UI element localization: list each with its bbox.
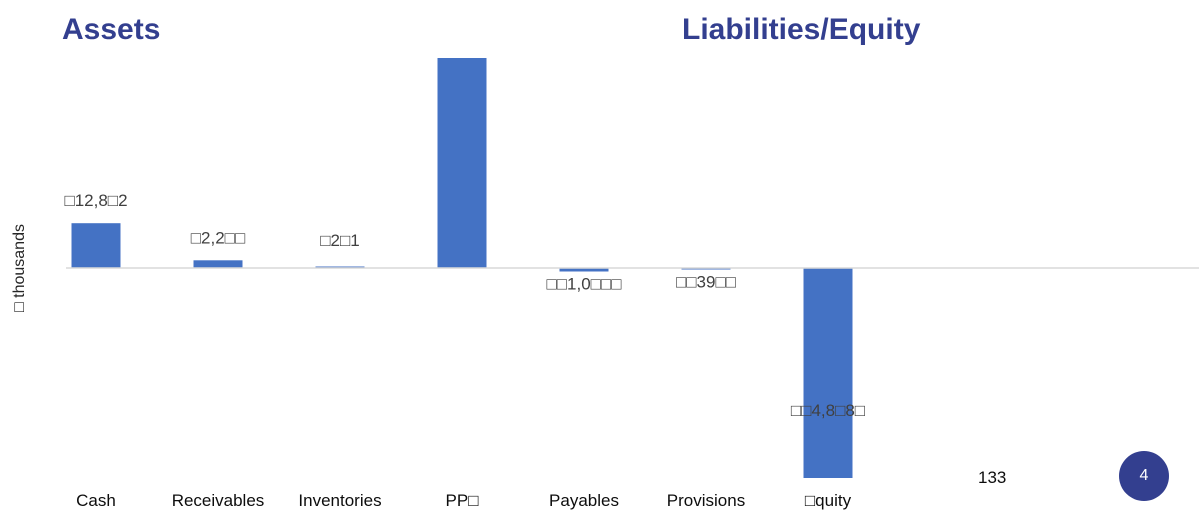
data-label-1: □2,2□□: [191, 228, 245, 247]
category-label-5: Provisions: [667, 491, 745, 510]
labels-layer: □12,8□2 Cash □2,2□□ Receivables □2□1 Inventor…: [64, 191, 865, 510]
data-label-2: □2□1: [320, 231, 359, 250]
bar-4: [559, 268, 609, 272]
page-number: 133: [978, 468, 1007, 487]
data-label-0: □12,8□2: [64, 191, 127, 210]
category-label-1: Receivables: [172, 491, 265, 510]
category-label-2: Inventories: [298, 491, 381, 510]
y-axis-label: □ thousands: [11, 224, 28, 312]
assets-heading: Assets: [62, 13, 161, 46]
category-label-6: □quity: [805, 491, 852, 510]
data-label-6: □□4,8□8□: [791, 401, 865, 420]
data-label-5: □□39□□: [676, 273, 736, 292]
bar-0: [71, 223, 121, 268]
category-label-3: PP□: [446, 491, 479, 510]
category-label-4: Payables: [549, 491, 619, 510]
liabilities-equity-heading: Liabilities/Equity: [682, 13, 921, 46]
bar-6: [803, 268, 853, 478]
bar-1: [193, 260, 243, 268]
bar-3: [437, 58, 487, 268]
slide-number-badge: 4: [1119, 451, 1169, 501]
category-label-0: Cash: [76, 491, 116, 510]
bars-layer: [71, 58, 853, 478]
data-label-4: □□1,0□□□: [547, 275, 622, 294]
